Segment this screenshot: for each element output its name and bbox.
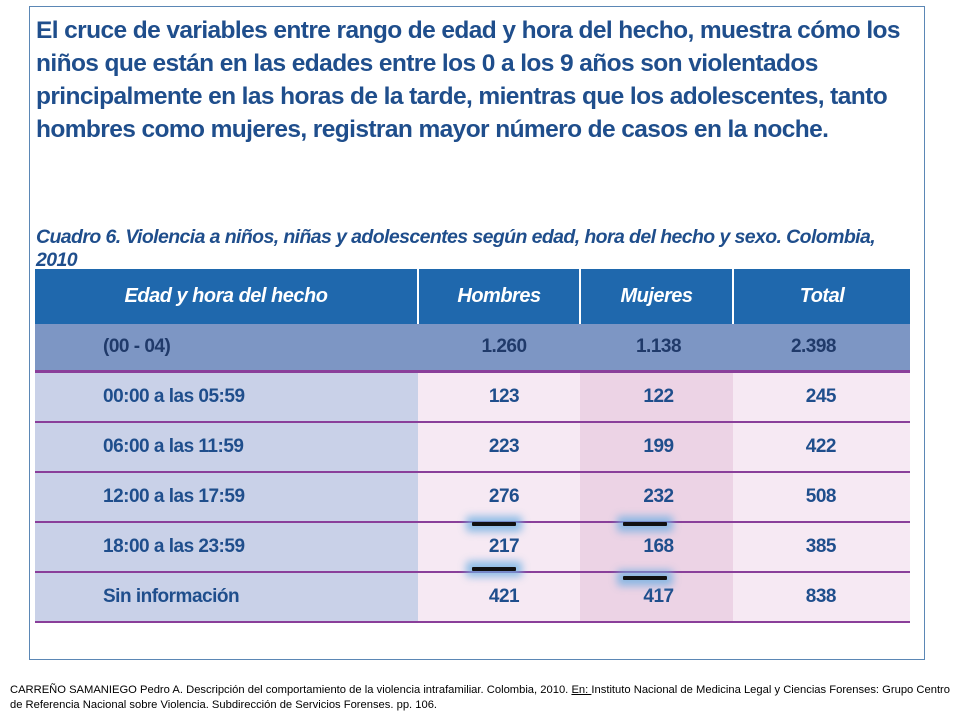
citation-text: CARREÑO SAMANIEGO Pedro A. Descripción d… [10, 684, 572, 696]
subtotal-total: 2.398 [733, 324, 910, 373]
row-total: 385 [733, 522, 910, 573]
subtotal-row: (00 - 04) 1.260 1.138 2.398 [35, 324, 910, 373]
subtotal-mujeres: 1.138 [580, 324, 733, 373]
highlight-underline-hombres-noche [472, 567, 516, 571]
table-row: Sin información 421 417 838 [35, 572, 910, 623]
row-total: 422 [733, 422, 910, 473]
row-label: 06:00 a las 11:59 [35, 422, 418, 473]
source-citation: CARREÑO SAMANIEGO Pedro A. Descripción d… [10, 683, 950, 713]
header-edad-hora: Edad y hora del hecho [35, 269, 419, 324]
row-mujeres: 168 [580, 522, 733, 573]
intro-paragraph: El cruce de variables entre rango de eda… [36, 17, 901, 143]
row-label: 00:00 a las 05:59 [35, 371, 418, 423]
row-total: 508 [733, 472, 910, 523]
row-label: 18:00 a las 23:59 [35, 522, 418, 573]
subtotal-label: (00 - 04) [35, 324, 418, 373]
row-total: 838 [733, 572, 910, 623]
table-row: 18:00 a las 23:59 217 168 385 [35, 522, 910, 573]
row-hombres: 217 [418, 522, 580, 573]
table-row: 12:00 a las 17:59 276 232 508 [35, 472, 910, 523]
highlight-underline-hombres-tarde [472, 522, 516, 526]
table-row: 00:00 a las 05:59 123 122 245 [35, 371, 910, 423]
violence-table: Edad y hora del hecho Hombres Mujeres To… [35, 269, 910, 623]
highlight-underline-mujeres-noche [623, 576, 667, 580]
row-mujeres: 199 [580, 422, 733, 473]
row-total: 245 [733, 371, 910, 423]
header-total: Total [733, 269, 910, 324]
row-label: 12:00 a las 17:59 [35, 472, 418, 523]
row-hombres: 276 [418, 472, 580, 523]
row-mujeres: 417 [580, 572, 733, 623]
citation-en-label: En: [571, 684, 592, 696]
citation-institution: Instituto Nacional de Medicina Legal y C… [10, 684, 951, 711]
row-hombres: 223 [418, 422, 580, 473]
table-header-row: Edad y hora del hecho Hombres Mujeres To… [35, 269, 910, 324]
highlight-underline-mujeres-tarde [623, 522, 667, 526]
row-mujeres: 122 [580, 371, 733, 423]
header-hombres: Hombres [418, 269, 581, 324]
subtotal-hombres: 1.260 [418, 324, 580, 373]
row-label: Sin información [35, 572, 418, 623]
row-hombres: 123 [418, 371, 580, 423]
row-mujeres: 232 [580, 472, 733, 523]
header-mujeres: Mujeres [580, 269, 734, 324]
table-caption: Cuadro 6. Violencia a niños, niñas y ado… [36, 226, 876, 271]
table-row: 06:00 a las 11:59 223 199 422 [35, 422, 910, 473]
row-hombres: 421 [418, 572, 580, 623]
